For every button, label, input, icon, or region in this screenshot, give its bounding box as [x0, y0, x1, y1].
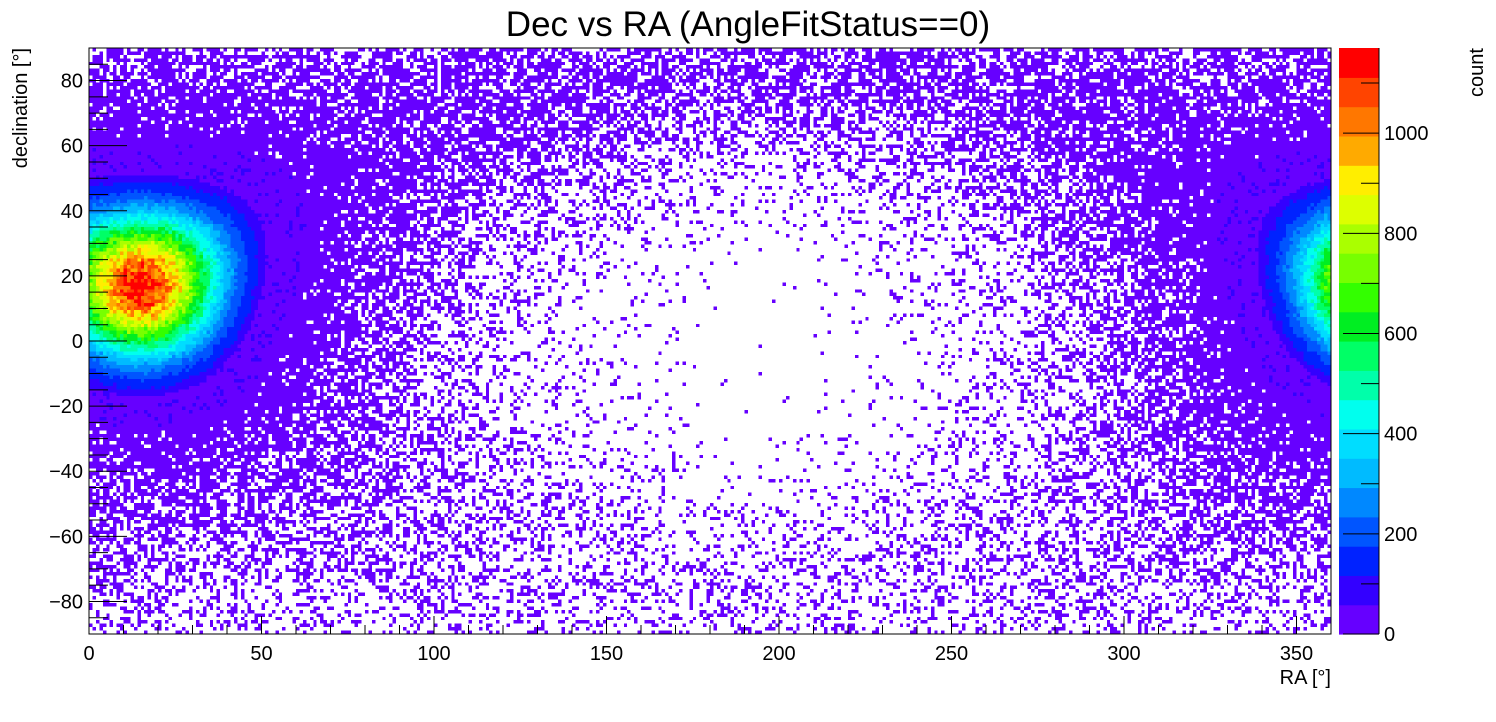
x-axis: 0 50 100 150 200 250 300 350: [83, 616, 1332, 665]
y-tick-label: 0: [72, 331, 83, 353]
y-tick-label: −20: [49, 396, 83, 418]
colorbar-segment: [1339, 311, 1379, 342]
chart-title: Dec vs RA (AngleFitStatus==0): [506, 5, 990, 44]
colorbar-segment: [1339, 575, 1379, 606]
colorbar-segment: [1339, 48, 1379, 78]
colorbar-segment: [1339, 458, 1379, 489]
colorbar-segment: [1339, 604, 1379, 635]
colorbar-segment: [1339, 282, 1379, 313]
colorbar-segment: [1339, 370, 1379, 401]
colorbar-segment: [1339, 194, 1379, 225]
y-axis-title: declination [°]: [10, 48, 32, 168]
y-tick-label: 60: [61, 136, 83, 158]
z-tick-label: 600: [1384, 323, 1417, 345]
z-tick-label: 400: [1384, 424, 1417, 446]
colorbar-segment: [1339, 77, 1379, 108]
colorbar-segment: [1339, 516, 1379, 547]
y-axis: −80 −60 −40 −20 0 20 40 60 80: [49, 47, 127, 635]
colorbar-segment: [1339, 135, 1379, 166]
z-tick-label: 0: [1384, 624, 1395, 646]
y-tick-label: 20: [61, 266, 83, 288]
x-tick-label: 250: [935, 643, 968, 665]
x-tick-label: 150: [590, 643, 623, 665]
x-tick-label: 200: [762, 643, 795, 665]
colorbar-segment: [1339, 106, 1379, 137]
heatmap-cells: [89, 48, 1331, 634]
y-tick-label: −60: [49, 526, 83, 548]
x-tick-label: 350: [1280, 643, 1313, 665]
x-axis-title: RA [°]: [1280, 667, 1331, 689]
colorbar-segment: [1339, 546, 1379, 576]
z-tick-label: 800: [1384, 223, 1417, 245]
colorbar-segment: [1339, 399, 1379, 430]
y-tick-label: −40: [49, 461, 83, 483]
colorbar-segment: [1339, 165, 1379, 196]
colorbar-title: count: [1466, 48, 1488, 97]
colorbar-segment: [1339, 487, 1379, 518]
x-tick-label: 50: [250, 643, 272, 665]
z-tick-label: 1000: [1384, 123, 1429, 145]
x-tick-label: 100: [417, 643, 450, 665]
y-tick-label: −80: [49, 591, 83, 613]
x-tick-label: 300: [1107, 643, 1140, 665]
x-tick-label: 0: [83, 643, 94, 665]
y-tick-label: 40: [61, 201, 83, 223]
colorbar-axis: 0 200 400 600 800 1000: [1343, 48, 1429, 646]
y-tick-label: 80: [61, 71, 83, 93]
colorbar: [1339, 48, 1379, 635]
plot-area: [88, 47, 1332, 635]
colorbar-segment: [1339, 341, 1379, 371]
colorbar-segment: [1339, 253, 1379, 283]
colorbar-segment: [1339, 223, 1379, 254]
z-tick-label: 200: [1384, 524, 1417, 546]
